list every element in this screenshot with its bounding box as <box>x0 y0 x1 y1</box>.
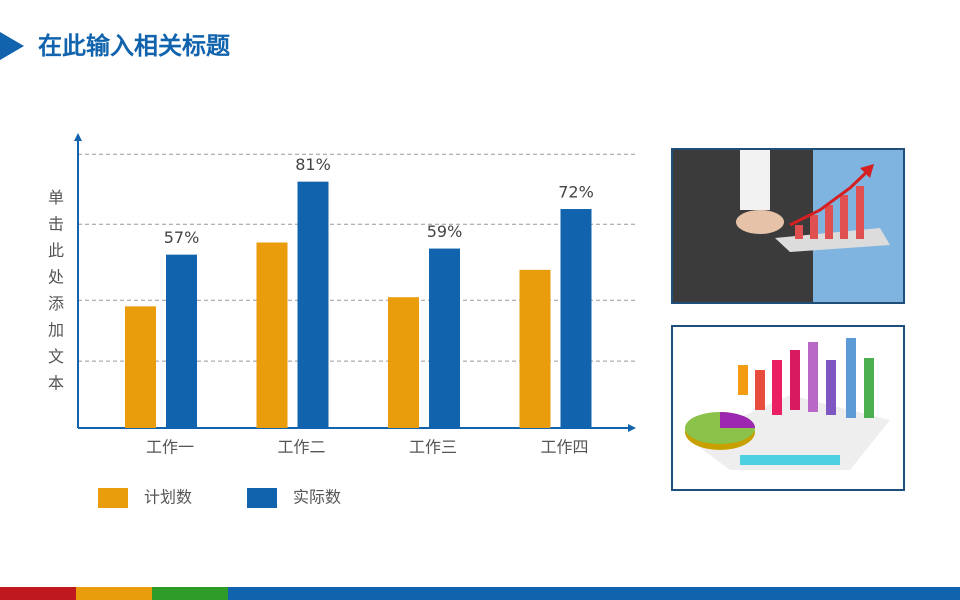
y-axis-arrow <box>74 133 82 141</box>
photo-business <box>671 148 905 304</box>
legend-swatch <box>98 488 128 508</box>
data-label: 59% <box>427 222 463 241</box>
bar <box>560 209 592 428</box>
x-tick-label: 工作一 <box>146 438 194 457</box>
x-tick-label: 工作三 <box>409 438 457 457</box>
photo-charts <box>671 325 905 491</box>
data-label: 72% <box>558 183 594 202</box>
x-tick-label: 工作四 <box>540 438 588 457</box>
bar <box>256 242 288 428</box>
footer-strip <box>76 587 152 600</box>
footer-strip <box>152 587 228 600</box>
title-marker <box>0 32 24 60</box>
bar <box>166 254 197 428</box>
legend-label: 实际数 <box>293 488 341 507</box>
footer-strip <box>228 587 960 600</box>
bar <box>388 297 419 428</box>
footer-strip <box>0 587 76 600</box>
x-tick-label: 工作二 <box>277 438 325 457</box>
x-axis-arrow <box>628 424 636 432</box>
bar <box>429 248 460 428</box>
data-label: 57% <box>164 228 200 247</box>
y-axis-label: 单击此处添加文本 <box>48 188 64 393</box>
bar <box>297 181 329 428</box>
data-label: 81% <box>295 155 331 174</box>
legend-label: 计划数 <box>144 488 192 507</box>
legend-swatch <box>247 488 277 508</box>
bar <box>125 306 156 428</box>
bar <box>519 269 551 428</box>
slide-title: 在此输入相关标题 <box>38 32 230 60</box>
